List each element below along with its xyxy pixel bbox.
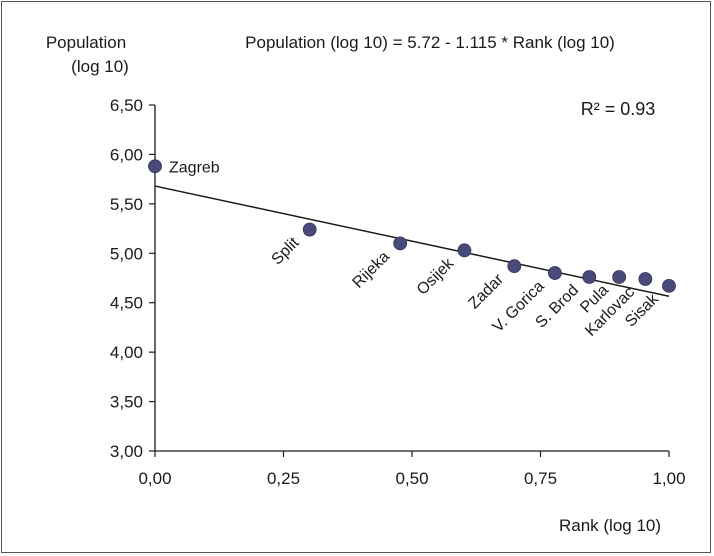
y-tick-label: 4,50 [110, 294, 143, 313]
x-axis-label: Rank (log 10) [559, 516, 661, 535]
data-point-s-brod [582, 270, 597, 284]
r-squared-annotation: R² = 0.93 [581, 99, 656, 119]
point-label-zadar: Zadar [466, 270, 508, 312]
y-tick-label: 6,50 [110, 96, 143, 115]
x-tick-label: 1,00 [652, 469, 685, 488]
x-tick-label: 0,50 [395, 469, 428, 488]
y-tick-label: 4,00 [110, 343, 143, 362]
data-point-pula [612, 270, 627, 284]
data-point-zagreb [148, 159, 162, 174]
axes: 3,00 3,50 4,00 4,50 5,00 5,50 6,00 6,50 0,00 0,25… [110, 96, 686, 488]
y-tick-label: 5,50 [110, 195, 143, 214]
x-tick-label: 0,75 [524, 469, 557, 488]
data-point-split [302, 222, 317, 237]
point-label-split: Split [269, 234, 303, 268]
data-point-rijeka [393, 236, 408, 251]
y-axis-label-line1: Population [46, 33, 126, 52]
y-tick-label: 3,00 [110, 442, 143, 461]
point-label-rijeka: Rijeka [350, 248, 394, 292]
data-point-sisak [662, 279, 676, 293]
y-tick-label: 5,00 [110, 244, 143, 263]
point-label-osijek: Osijek [414, 254, 458, 298]
x-tick-label: 0,00 [138, 469, 171, 488]
data-point-karlovac [638, 272, 653, 286]
x-tick-label: 0,25 [267, 469, 300, 488]
y-axis-label-line2: (log 10) [71, 57, 129, 76]
y-tick-label: 3,50 [110, 393, 143, 412]
point-label-zagreb: Zagreb [169, 159, 220, 176]
data-point-osijek [457, 243, 472, 258]
y-tick-label: 6,00 [110, 145, 143, 164]
chart-title: Population (log 10) = 5.72 - 1.115 * Ran… [245, 33, 615, 52]
data-point-v-gorica [547, 266, 562, 280]
data-point-zadar [507, 259, 522, 274]
